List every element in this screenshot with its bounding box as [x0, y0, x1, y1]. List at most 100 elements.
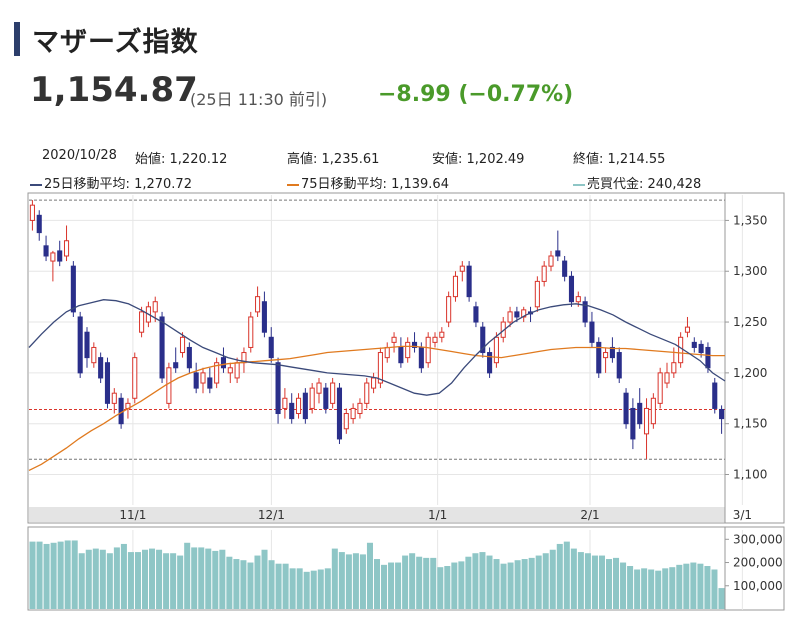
candle: [70, 261, 76, 317]
candle: [84, 327, 90, 368]
current-price: 1,154.87: [30, 70, 198, 110]
volume-bar: [521, 559, 528, 609]
candle: [637, 388, 643, 429]
candle: [77, 311, 83, 378]
candle-body: [323, 387, 329, 409]
candle-body: [487, 352, 493, 374]
candle-body: [555, 250, 561, 257]
volume-bar: [78, 553, 85, 609]
volume-bar: [282, 563, 289, 609]
candle: [398, 337, 404, 368]
volume-bar: [605, 559, 613, 609]
candle-body: [152, 301, 158, 313]
volume-bar: [598, 555, 605, 609]
candle-body: [91, 346, 97, 364]
candle: [425, 332, 431, 368]
volume-bar: [198, 547, 205, 609]
candle: [343, 408, 349, 434]
candle: [295, 393, 302, 419]
candle: [234, 357, 240, 384]
volume-bar: [289, 568, 296, 609]
candle-body: [268, 336, 274, 359]
candle-body: [309, 387, 315, 409]
candle-body: [295, 397, 302, 415]
candle: [350, 403, 356, 424]
volume-bar: [219, 549, 226, 609]
candle-body: [234, 362, 240, 379]
candle-body: [609, 346, 615, 359]
candle: [719, 405, 725, 434]
volume-bar: [458, 561, 465, 609]
x-tick-label: 1/1: [428, 508, 447, 522]
x-tick-label: 3/1: [733, 508, 752, 522]
volume-bar: [156, 549, 163, 609]
candle: [186, 342, 192, 373]
candle-body: [678, 336, 684, 364]
volume-bar: [170, 553, 177, 609]
candle-body: [207, 377, 213, 389]
candle: [207, 367, 213, 394]
volume-bar: [683, 563, 690, 609]
candle: [432, 332, 438, 348]
volume-bar: [310, 570, 317, 609]
candle-body: [691, 341, 697, 348]
candle-body: [70, 265, 76, 313]
volume-bar: [120, 543, 127, 609]
candle: [439, 327, 445, 343]
candle: [466, 261, 472, 302]
candle: [91, 342, 97, 368]
volume-bar: [423, 557, 430, 609]
candle-body: [139, 311, 145, 333]
volume-bar: [535, 555, 542, 609]
candle-body: [459, 265, 465, 272]
candle: [452, 271, 459, 302]
volume-bar: [29, 541, 36, 609]
candle-body: [343, 413, 349, 430]
volume-bar: [634, 569, 641, 609]
candle-body: [514, 311, 520, 318]
candle-body: [446, 296, 452, 323]
candle: [521, 306, 527, 323]
candle: [139, 306, 145, 338]
candle-body: [473, 306, 479, 323]
open-label: 始値:: [135, 152, 166, 167]
x-tick-label: 2/1: [580, 508, 599, 522]
volume-bar: [127, 552, 134, 609]
volume-bar: [113, 547, 120, 609]
candle: [596, 337, 602, 378]
y-tick-label: 1,350: [733, 213, 767, 227]
candle: [541, 261, 547, 287]
legend-volume: 売買代金: 240,428: [573, 173, 701, 192]
volume-bar: [233, 559, 240, 609]
candle: [459, 261, 465, 282]
volume-tick-label: 300,000: [733, 532, 783, 546]
candle: [289, 393, 295, 424]
candle: [377, 347, 383, 389]
volume-bar: [191, 547, 198, 609]
candle: [371, 372, 377, 394]
candle: [98, 352, 104, 384]
volume-bar: [324, 568, 331, 609]
candle: [193, 362, 199, 394]
candle: [261, 291, 267, 338]
candle: [384, 342, 390, 363]
candle-body: [534, 280, 540, 308]
index-title: マザーズ指数: [32, 27, 199, 58]
candle-body: [637, 402, 643, 425]
volume-bar: [662, 568, 669, 609]
volume-bar: [92, 548, 99, 609]
candle-body: [364, 382, 370, 404]
ma25-line: [28, 299, 726, 396]
candle-body: [77, 316, 83, 374]
candle: [657, 367, 663, 409]
candle-body: [657, 372, 663, 404]
title-accent-bar: [14, 22, 20, 56]
candle: [555, 230, 561, 262]
candle: [214, 357, 220, 389]
y-tick-label: 1,150: [733, 417, 767, 431]
candle: [650, 393, 656, 429]
candle-body: [705, 346, 711, 369]
candle: [446, 291, 452, 328]
candle: [50, 250, 56, 282]
